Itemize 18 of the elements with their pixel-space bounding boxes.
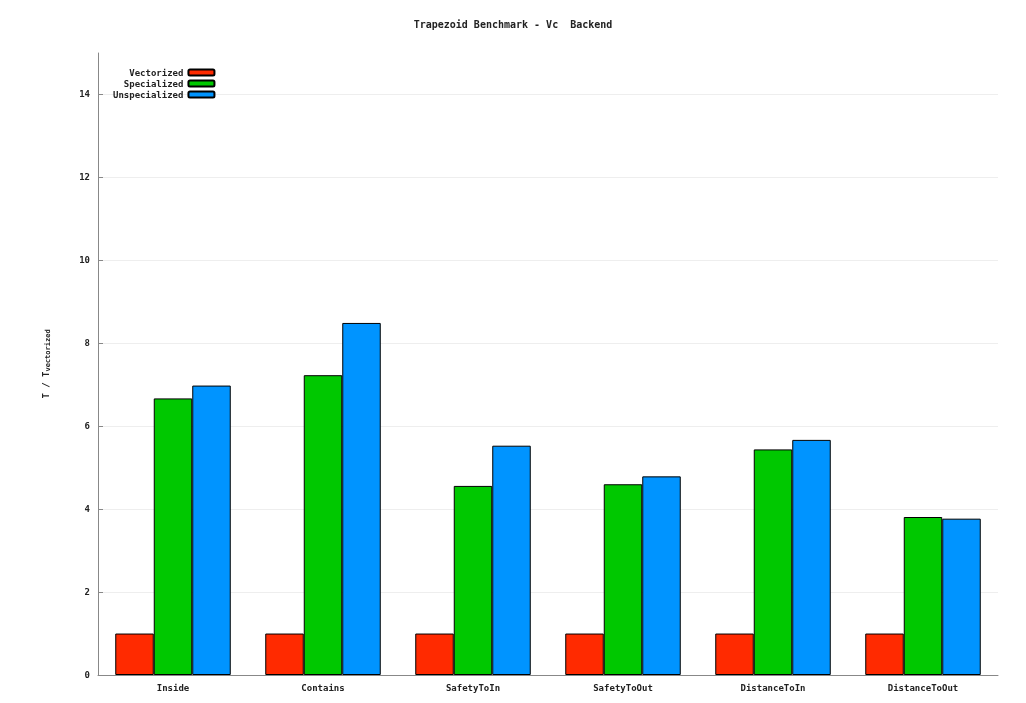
x-tick-label: Contains: [301, 682, 345, 693]
y-tick-label: 8: [84, 338, 90, 349]
x-tick-label: SafetyToOut: [593, 682, 653, 693]
x-tick-label: DistanceToOut: [887, 682, 959, 693]
x-tick-label: DistanceToIn: [740, 682, 806, 693]
y-tick-label: 14: [79, 89, 91, 100]
legend-label: Specialized: [123, 78, 184, 89]
y-tick-label: 4: [84, 504, 91, 515]
legend-label: Vectorized: [129, 67, 184, 78]
y-tick-label: 12: [79, 172, 90, 183]
y-tick-label: 0: [84, 670, 90, 680]
legend-label: Unspecialized: [112, 89, 184, 100]
chart-title: Trapezoid Benchmark - Vc Backend: [413, 18, 613, 30]
y-tick-label: 2: [84, 587, 90, 598]
x-tick-label: Inside: [156, 682, 190, 693]
x-tick-label: SafetyToIn: [445, 682, 501, 693]
y-tick-label: 6: [84, 421, 90, 432]
y-tick-label: 10: [79, 255, 90, 266]
